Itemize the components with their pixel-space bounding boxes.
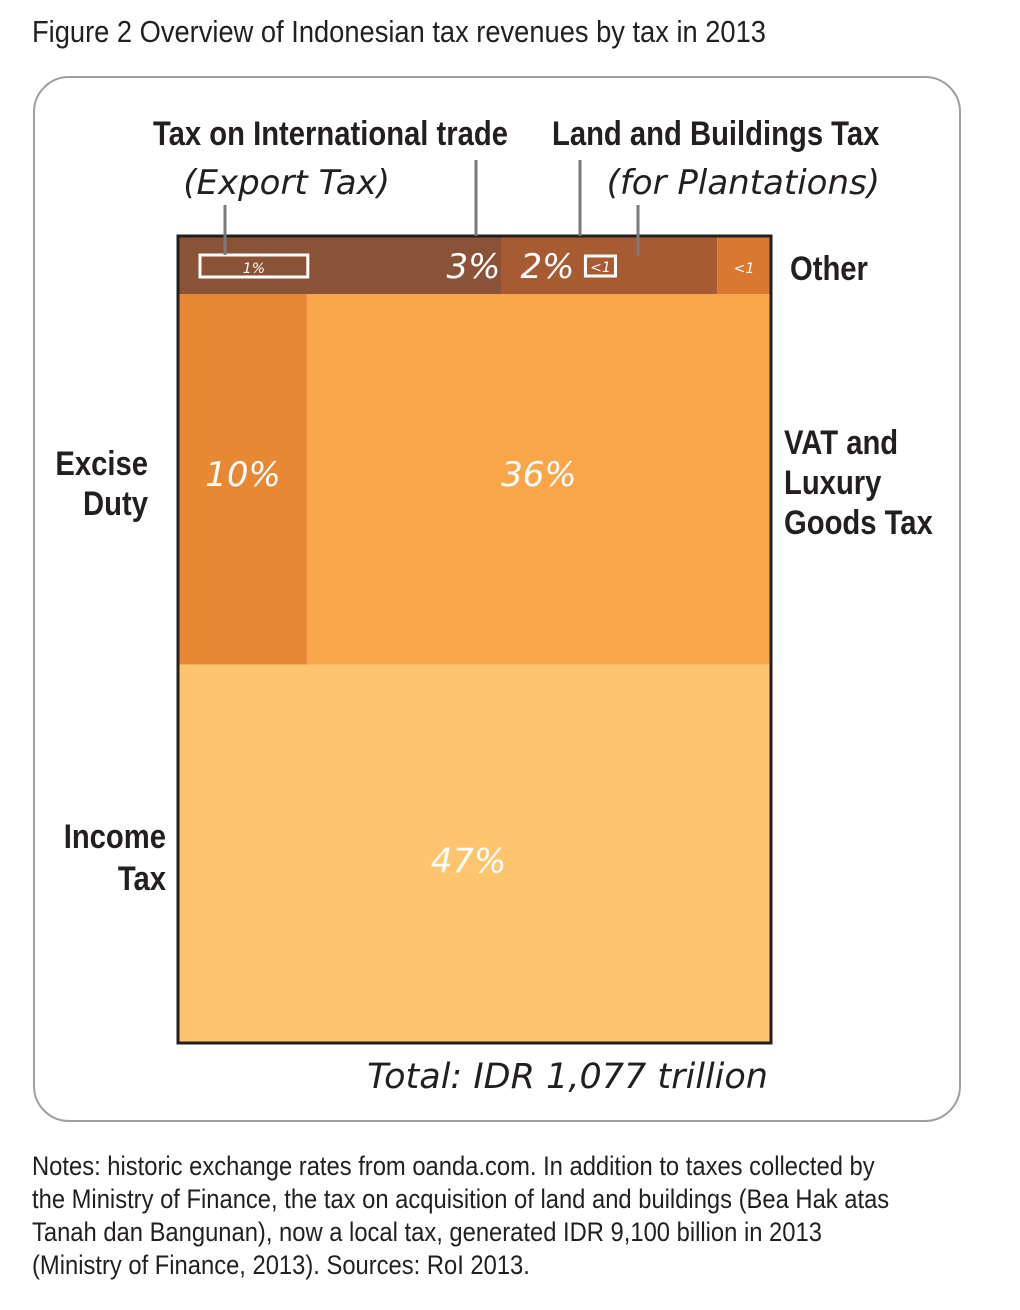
other-rect [717, 236, 771, 294]
plantations-box [583, 254, 617, 278]
figure-title: Figure 2 Overview of Indonesian tax reve… [32, 14, 766, 49]
treemap-chart: 10% 36% 47% 3% 2% 1% <1 <1 Tax on International … [55, 114, 933, 1097]
export-tax-value-label: 1% [243, 261, 265, 277]
land-buildings-label: Land and Buildings Tax [552, 114, 880, 153]
vat-rect [306, 294, 771, 665]
land-buildings-value-label: 2% [520, 247, 574, 287]
export-tax-label: (Export Tax) [183, 163, 390, 203]
vat-label: VAT and Luxury Goods Tax [784, 423, 933, 542]
excise-duty-value-label: 10% [205, 455, 281, 495]
export-tax-box [198, 253, 310, 279]
chart-frame [33, 76, 961, 1122]
other-value-label: <1 [734, 261, 755, 277]
income-tax-label: Income Tax [64, 817, 167, 898]
notes-text: Notes: historic exchange rates from oand… [32, 1151, 890, 1280]
income-tax-value-label: 47% [431, 841, 507, 881]
intl-trade-rect [178, 236, 502, 294]
plantations-label: (for Plantations) [607, 163, 880, 203]
land-buildings-rect [501, 236, 718, 294]
vat-value-label: 36% [501, 455, 577, 495]
income-tax-rect [178, 664, 771, 1043]
plantations-value-label: <1 [590, 260, 611, 276]
excise-duty-label: Excise Duty [55, 444, 148, 523]
excise-duty-rect [178, 294, 307, 665]
intl-trade-value-label: 3% [446, 247, 500, 287]
other-label: Other [790, 249, 868, 288]
total-label: Total: IDR 1,077 trillion [367, 1057, 768, 1097]
intl-trade-label: Tax on International trade [153, 114, 508, 153]
